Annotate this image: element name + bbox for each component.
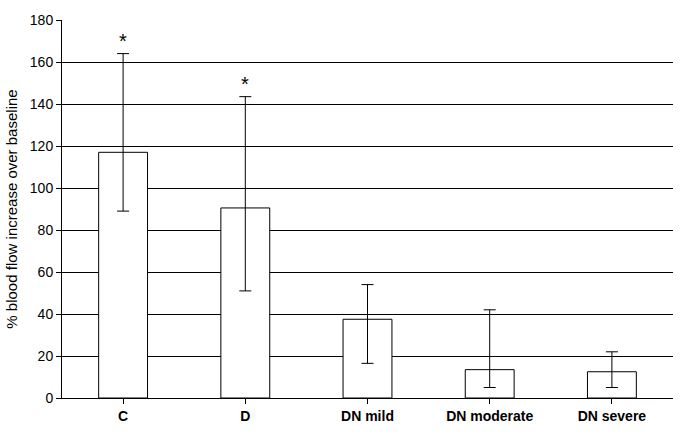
svg-text:180: 180 [30,12,54,28]
svg-text:40: 40 [38,306,54,322]
svg-text:*: * [241,73,249,95]
svg-text:% blood flow increase over bas: % blood flow increase over baseline [3,89,20,328]
svg-text:100: 100 [30,180,54,196]
svg-text:D: D [240,408,250,424]
svg-text:140: 140 [30,96,54,112]
svg-text:0: 0 [45,390,53,406]
svg-text:C: C [118,408,128,424]
svg-text:DN moderate: DN moderate [446,408,533,424]
svg-text:DN severe: DN severe [578,408,647,424]
svg-text:120: 120 [30,138,54,154]
svg-text:DN mild: DN mild [341,408,394,424]
svg-text:20: 20 [38,348,54,364]
svg-text:*: * [119,30,127,52]
svg-text:160: 160 [30,54,54,70]
svg-text:80: 80 [38,222,54,238]
svg-text:60: 60 [38,264,54,280]
